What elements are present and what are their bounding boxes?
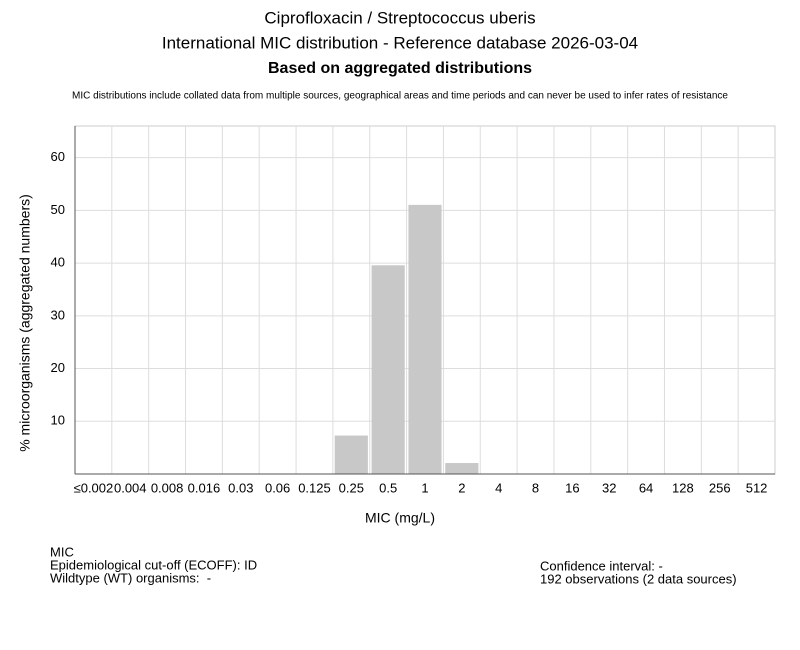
x-tick-label: 0.125 <box>298 480 331 495</box>
x-tick-label: 8 <box>532 480 539 495</box>
x-tick-label: 2 <box>458 480 465 495</box>
y-axis-label: % microorganisms (aggregated numbers) <box>17 194 33 452</box>
y-tick-label: 10 <box>51 413 65 428</box>
y-tick-label: 60 <box>51 149 65 164</box>
bar <box>408 204 442 474</box>
chart-subtitle: International MIC distribution - Referen… <box>162 33 638 52</box>
x-tick-label: 256 <box>709 480 731 495</box>
chart-note: MIC distributions include collated data … <box>72 91 728 102</box>
x-tick-label: 0.008 <box>151 480 184 495</box>
x-tick-label: 0.5 <box>379 480 397 495</box>
bar <box>334 435 368 474</box>
footer-text: 192 observations (2 data sources) <box>540 571 737 586</box>
x-tick-label: 0.06 <box>265 480 290 495</box>
y-tick-label: 30 <box>51 307 65 322</box>
chart-title: Ciprofloxacin / Streptococcus uberis <box>264 8 535 27</box>
x-tick-label: 0.004 <box>114 480 147 495</box>
chart-heading: Based on aggregated distributions <box>268 60 532 77</box>
x-axis-label: MIC (mg/L) <box>365 510 435 526</box>
x-tick-label: 128 <box>672 480 694 495</box>
footer-text: MIC <box>50 544 74 559</box>
x-tick-label: 4 <box>495 480 502 495</box>
y-tick-label: 40 <box>51 255 65 270</box>
x-tick-label: 64 <box>639 480 653 495</box>
x-tick-label: 512 <box>746 480 768 495</box>
x-tick-label: 1 <box>421 480 428 495</box>
footer-text: Epidemiological cut-off (ECOFF): ID <box>50 557 257 572</box>
x-tick-label: ≤0.002 <box>74 480 114 495</box>
x-tick-label: 16 <box>565 480 579 495</box>
x-tick-label: 0.03 <box>228 480 253 495</box>
y-tick-label: 20 <box>51 360 65 375</box>
bar <box>445 463 479 474</box>
x-tick-label: 0.016 <box>188 480 221 495</box>
x-tick-label: 32 <box>602 480 616 495</box>
y-tick-label: 50 <box>51 202 65 217</box>
x-tick-label: 0.25 <box>339 480 364 495</box>
bar <box>371 265 405 474</box>
footer-text: Wildtype (WT) organisms: - <box>50 570 211 585</box>
footer-text: Confidence interval: - <box>540 558 663 573</box>
